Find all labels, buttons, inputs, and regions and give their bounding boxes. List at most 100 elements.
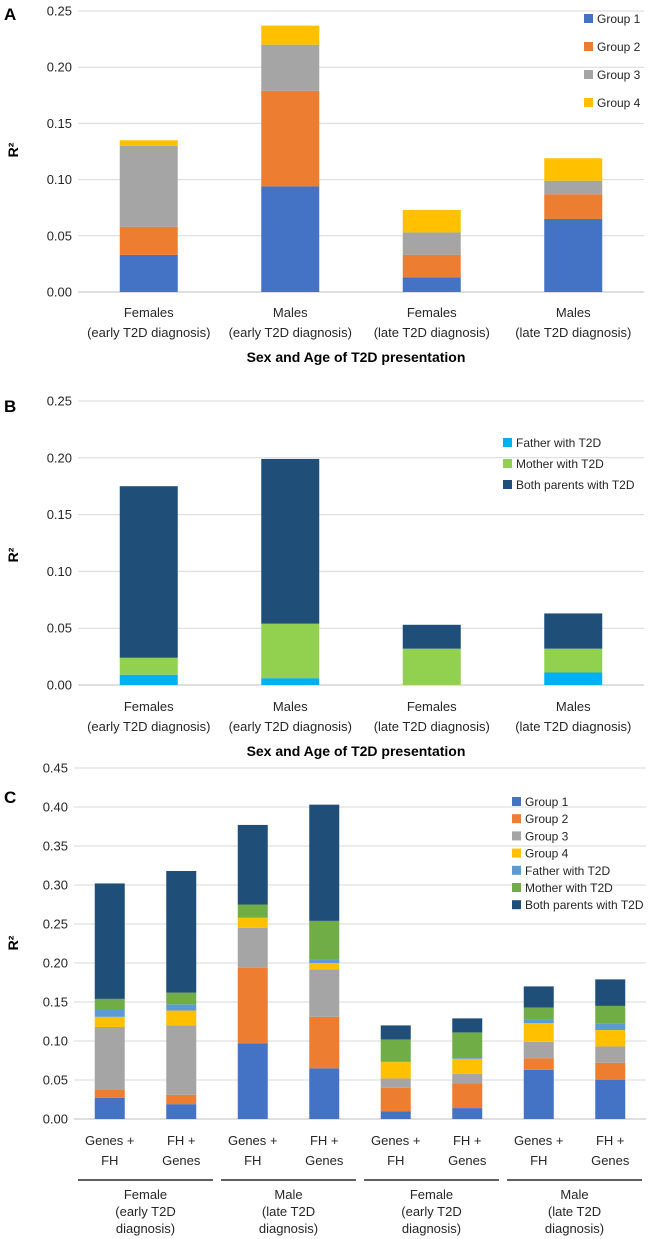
chart-b-y-axis-label: R² bbox=[5, 547, 21, 562]
chart-c-category-label: Genes + bbox=[85, 1133, 135, 1148]
chart-c-bar-father-with-t2d-7 bbox=[523, 1019, 554, 1024]
chart-c-bar-both-parents-with-t2d-4 bbox=[309, 804, 340, 921]
chart-b-bar-mother-with-t2d-2 bbox=[261, 623, 320, 679]
chart-b-legend-swatch bbox=[503, 480, 512, 489]
chart-c-category-label: Genes + bbox=[228, 1133, 278, 1148]
chart-c-y-tick-label: 0.15 bbox=[43, 995, 68, 1010]
chart-a-legend-swatch bbox=[584, 42, 593, 51]
chart-c-legend-label: Group 1 bbox=[525, 795, 569, 809]
panel-b-letter: B bbox=[4, 397, 16, 416]
panel-c-chart: 0.00 0.05 0.10 0.15 0.20 0.25 0.30 0.35 0.40 0.45… bbox=[5, 761, 646, 1236]
chart-c-bar-group-3-2 bbox=[166, 1025, 197, 1095]
chart-c-bar-both-parents-with-t2d-8 bbox=[595, 979, 626, 1006]
chart-a-bar-group-2-4 bbox=[544, 194, 603, 219]
chart-b-category-label: Females bbox=[407, 699, 457, 714]
chart-c-bar-group-4-2 bbox=[166, 1010, 197, 1026]
chart-a-category-label: Males bbox=[273, 305, 308, 320]
chart-b-bar-both-parents-with-t2d-3 bbox=[402, 624, 461, 649]
chart-c-bar-mother-with-t2d-7 bbox=[523, 1007, 554, 1020]
chart-c-legend-label: Group 2 bbox=[525, 812, 569, 826]
chart-b-category-label: (early T2D diagnosis) bbox=[229, 719, 352, 734]
chart-b-x-axis-label: Sex and Age of T2D presentation bbox=[247, 743, 466, 759]
chart-c-y-tick-label: 0.30 bbox=[43, 878, 68, 893]
chart-c-legend-label: Group 3 bbox=[525, 829, 569, 843]
chart-c-legend-label: Group 4 bbox=[525, 847, 569, 861]
chart-c-y-tick-label: 0.40 bbox=[43, 800, 68, 815]
chart-a-bar-group-1-1 bbox=[119, 254, 178, 292]
chart-c-bar-group-1-8 bbox=[595, 1080, 626, 1119]
chart-c-bar-father-with-t2d-2 bbox=[166, 1004, 197, 1011]
chart-a-legend-label: Group 2 bbox=[597, 40, 641, 54]
chart-c-bar-mother-with-t2d-8 bbox=[595, 1005, 626, 1024]
chart-a-y-tick-label: 0.05 bbox=[47, 228, 72, 243]
chart-c-bar-group-2-8 bbox=[595, 1062, 626, 1080]
chart-b-legend-swatch bbox=[503, 438, 512, 447]
chart-c-legend-label: Father with T2D bbox=[525, 864, 610, 878]
chart-c-legend-swatch bbox=[512, 883, 521, 892]
panel-c-letter: C bbox=[4, 788, 16, 807]
chart-a-category-label: (late T2D diagnosis) bbox=[374, 325, 490, 340]
chart-c-bar-group-1-6 bbox=[452, 1108, 483, 1119]
chart-a-bar-group-3-2 bbox=[261, 44, 320, 91]
chart-c-y-tick-label: 0.05 bbox=[43, 1073, 68, 1088]
chart-c-group-label: Female bbox=[410, 1187, 453, 1202]
chart-b-category-label: Females bbox=[124, 699, 174, 714]
chart-b-category-label: (early T2D diagnosis) bbox=[87, 719, 210, 734]
chart-c-bar-group-3-4 bbox=[309, 969, 340, 1017]
chart-a-category-label: (late T2D diagnosis) bbox=[515, 325, 631, 340]
chart-b-y-tick-label: 0.05 bbox=[47, 621, 72, 636]
chart-c-y-tick-label: 0.20 bbox=[43, 956, 68, 971]
chart-b-bar-both-parents-with-t2d-2 bbox=[261, 458, 320, 624]
chart-c-bar-group-4-7 bbox=[523, 1023, 554, 1042]
chart-c-legend-swatch bbox=[512, 831, 521, 841]
chart-a-bar-group-3-3 bbox=[402, 232, 461, 255]
chart-a-category-label: Females bbox=[407, 305, 457, 320]
chart-c-legend-swatch bbox=[512, 865, 521, 875]
chart-b-y-tick-label: 0.10 bbox=[47, 564, 72, 579]
chart-a-category-label: Males bbox=[556, 305, 591, 320]
chart-b-bar-both-parents-with-t2d-4 bbox=[544, 613, 603, 649]
chart-b-y-tick-label: 0.15 bbox=[47, 507, 72, 522]
chart-c-category-label: FH bbox=[101, 1153, 118, 1168]
chart-a-y-tick-label: 0.15 bbox=[47, 116, 72, 131]
chart-a-legend-label: Group 4 bbox=[597, 96, 641, 110]
chart-c-bar-group-3-8 bbox=[595, 1046, 626, 1063]
chart-c-bar-mother-with-t2d-5 bbox=[380, 1039, 411, 1062]
chart-b-bar-mother-with-t2d-4 bbox=[544, 648, 603, 673]
chart-c-bar-group-1-1 bbox=[94, 1097, 125, 1119]
chart-b-category-label: (late T2D diagnosis) bbox=[374, 719, 490, 734]
chart-c-bar-both-parents-with-t2d-2 bbox=[166, 870, 197, 993]
chart-a-y-tick-label: 0.00 bbox=[47, 285, 72, 300]
chart-c-bar-group-4-3 bbox=[237, 917, 268, 928]
chart-a-bar-group-4-3 bbox=[402, 209, 461, 233]
chart-a-bar-group-3-4 bbox=[544, 180, 603, 195]
chart-c-bar-group-3-7 bbox=[523, 1041, 554, 1059]
chart-c-bar-group-1-4 bbox=[309, 1068, 340, 1119]
chart-c-category-label: FH + bbox=[167, 1133, 196, 1148]
chart-c-group-label: diagnosis) bbox=[402, 1221, 461, 1236]
chart-a-legend-label: Group 1 bbox=[597, 12, 641, 26]
chart-a-bar-group-3-1 bbox=[119, 145, 178, 227]
chart-c-category-label: Genes + bbox=[514, 1133, 564, 1148]
chart-c-category-label: FH + bbox=[453, 1133, 482, 1148]
chart-c-bar-father-with-t2d-5 bbox=[380, 1061, 411, 1063]
chart-c-bar-group-2-6 bbox=[452, 1083, 483, 1109]
chart-a-category-label: (early T2D diagnosis) bbox=[87, 325, 210, 340]
chart-a-bar-group-1-2 bbox=[261, 186, 320, 292]
chart-c-legend-label: Both parents with T2D bbox=[525, 898, 644, 912]
panel-b-chart: 0.00 0.05 0.10 0.15 0.20 0.25 Females (early T2… bbox=[5, 394, 644, 759]
chart-b-category-label: Males bbox=[556, 699, 591, 714]
chart-c-bar-mother-with-t2d-3 bbox=[237, 904, 268, 917]
chart-a-legend-swatch bbox=[584, 98, 593, 107]
chart-c-category-label: FH + bbox=[310, 1133, 339, 1148]
chart-c-bar-group-2-1 bbox=[94, 1089, 125, 1098]
chart-a-bar-group-4-2 bbox=[261, 25, 320, 45]
chart-b-category-label: (late T2D diagnosis) bbox=[515, 719, 631, 734]
chart-b-y-tick-label: 0.00 bbox=[47, 678, 72, 693]
chart-c-bar-both-parents-with-t2d-3 bbox=[237, 824, 268, 905]
panel-a-letter: A bbox=[4, 5, 16, 24]
panel-a-chart: 0.00 0.05 0.10 0.15 0.20 0.25 Females (early T2… bbox=[5, 4, 644, 365]
chart-c-bar-group-4-4 bbox=[309, 963, 340, 970]
chart-c-bar-group-3-1 bbox=[94, 1026, 125, 1090]
chart-b-y-tick-label: 0.20 bbox=[47, 450, 72, 465]
